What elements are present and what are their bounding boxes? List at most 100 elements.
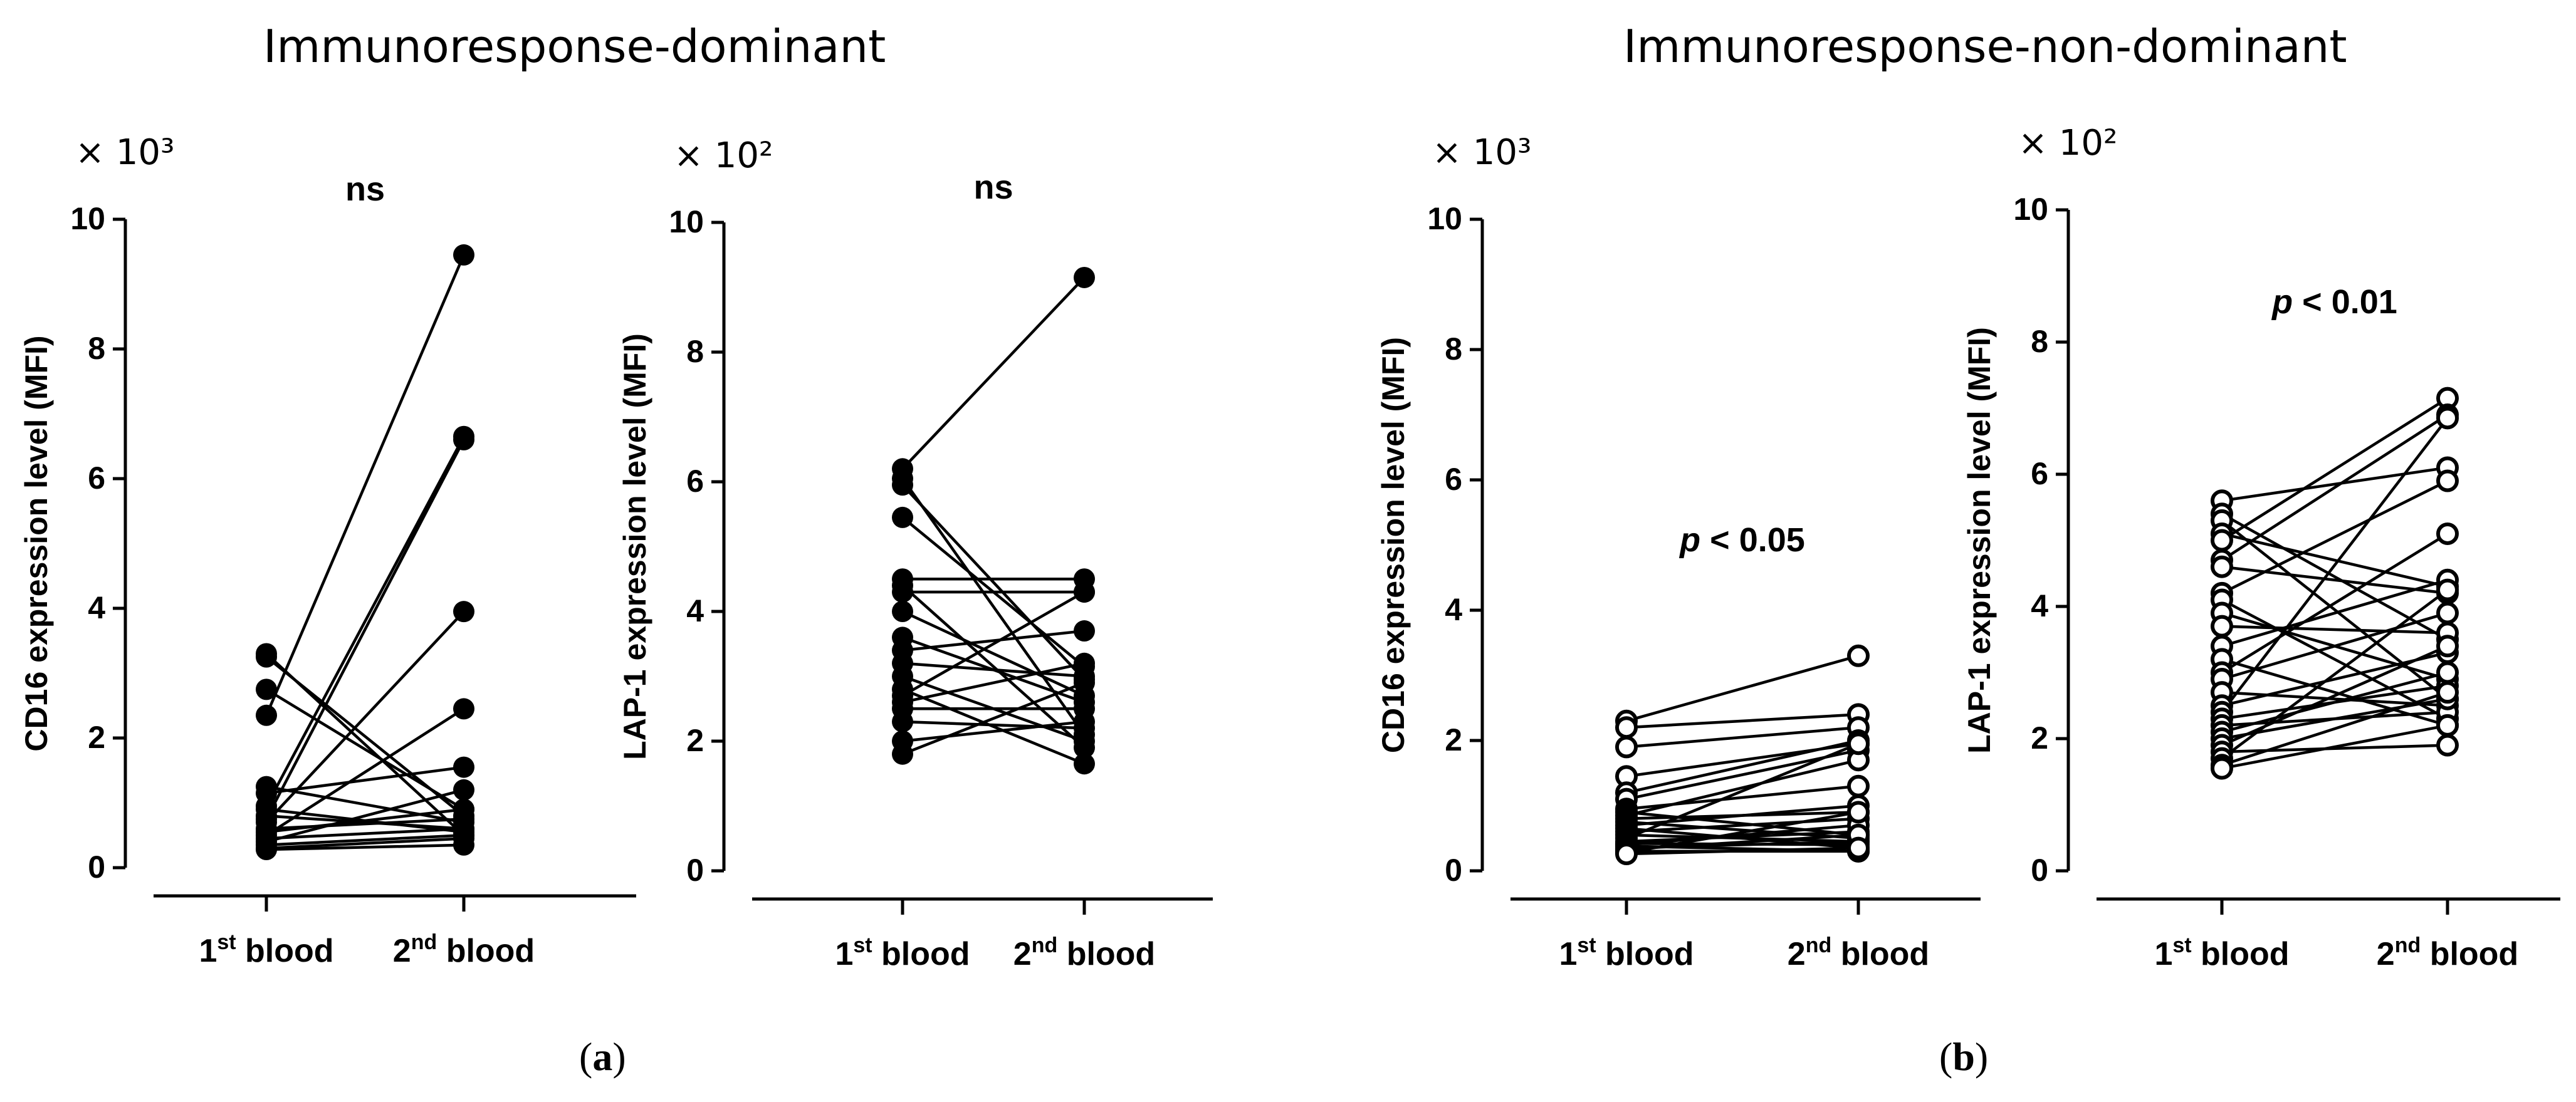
panel-label-b: (b) bbox=[1939, 1034, 1989, 1079]
panel-2-point bbox=[892, 710, 913, 732]
panel-4-point bbox=[2436, 635, 2459, 658]
panel-3-point bbox=[1615, 736, 1638, 759]
panel-3-point bbox=[1847, 732, 1870, 756]
panel-1-point bbox=[453, 698, 474, 720]
panel-2-ylabel: LAP-1 expression level (MFI) bbox=[617, 333, 652, 760]
panel-1-point bbox=[453, 244, 474, 266]
panel-1-pair-line bbox=[266, 827, 464, 840]
panel-3-point bbox=[1847, 801, 1870, 824]
panel-3-point bbox=[1615, 716, 1638, 739]
panel-2-point bbox=[1074, 710, 1095, 732]
panel-3-multiplier: × 10³ bbox=[1432, 132, 1531, 173]
panel-4-point bbox=[2436, 601, 2459, 625]
panel-4-point bbox=[2211, 757, 2233, 780]
panel-1-pair-line bbox=[265, 610, 465, 824]
panel-2-ytick-label: 2 bbox=[686, 723, 704, 758]
panel-3-category-label: 1st blood bbox=[1559, 933, 1694, 972]
panel-1-pair-line bbox=[266, 843, 464, 851]
panel-2-pair-line bbox=[901, 276, 1086, 470]
panel-1-pair-line bbox=[266, 814, 464, 831]
panel-1-significance: ns bbox=[345, 170, 385, 208]
panel-2-ytick-label: 6 bbox=[686, 464, 704, 499]
panel-3-pair-line bbox=[1626, 830, 1859, 843]
panel-3-ytick-label: 4 bbox=[1445, 592, 1462, 627]
panel-4-pair-line bbox=[2221, 532, 2448, 588]
group-title-dominant: Immunoresponse-dominant bbox=[263, 20, 886, 73]
panel-4-pair-line bbox=[2221, 744, 2448, 754]
panel-2-point bbox=[892, 474, 913, 496]
panel-2-pair-line bbox=[901, 590, 1086, 697]
panel-2-point bbox=[1074, 266, 1095, 288]
panel-4-pair-line bbox=[2221, 397, 2449, 542]
panel-2-pair-line bbox=[902, 720, 1085, 743]
panel-3-pair-line bbox=[1626, 739, 1859, 794]
panel-4-pair-line bbox=[2221, 598, 2449, 720]
panel-1-category-label: 1st blood bbox=[199, 930, 333, 969]
panel-2-pair-line bbox=[902, 629, 1085, 652]
panel-4-point bbox=[2436, 714, 2459, 737]
panel-2-ytick-label: 8 bbox=[686, 334, 704, 369]
panel-2-point bbox=[892, 506, 913, 528]
panel-3-ylabel: CD16 expression level (MFI) bbox=[1376, 337, 1411, 753]
panel-2-ytick-label: 4 bbox=[686, 593, 704, 628]
panel-2-pair-line bbox=[902, 610, 1085, 697]
panel-4-category-label: 2nd blood bbox=[2377, 933, 2518, 972]
panel-4-pair-line bbox=[2221, 565, 2448, 595]
panel-4-pair-line bbox=[2221, 417, 2449, 714]
panel-2-point bbox=[1074, 753, 1095, 775]
panel-label-a: (a) bbox=[579, 1034, 626, 1079]
panel-2-multiplier: × 10² bbox=[674, 135, 773, 176]
panel-1-ylabel: CD16 expression level (MFI) bbox=[19, 335, 54, 751]
panel-1-point bbox=[256, 646, 277, 668]
panel-1-point bbox=[256, 678, 277, 700]
panel-3-pair-line bbox=[1626, 811, 1859, 837]
panel-4-pair-line bbox=[2221, 479, 2449, 595]
panel-3-pair-line bbox=[1626, 725, 1859, 749]
panel-1-ytick-label: 10 bbox=[70, 201, 105, 236]
panel-4-pair-line bbox=[2221, 519, 2449, 700]
panel-4-pair-line bbox=[2221, 578, 2448, 648]
panel-4-pair-line bbox=[2221, 611, 2448, 681]
panel-1-point bbox=[453, 834, 474, 856]
panel-4-multiplier: × 10² bbox=[2018, 123, 2117, 164]
panel-4-ytick-label: 6 bbox=[2031, 456, 2048, 491]
panel-4-point bbox=[2436, 407, 2459, 430]
panel-4-point bbox=[2211, 615, 2233, 638]
panel-4-point bbox=[2436, 578, 2459, 601]
panel-2-point bbox=[892, 743, 913, 765]
panel-3-point bbox=[1847, 836, 1870, 860]
panel-3-pair-line bbox=[1626, 820, 1859, 840]
panel-3-pair-line bbox=[1626, 742, 1859, 840]
panel-2-pair-line bbox=[901, 584, 1086, 749]
panel-2-category-label: 1st blood bbox=[835, 933, 970, 972]
panel-4-ytick-label: 0 bbox=[2031, 853, 2048, 888]
panel-2-point bbox=[892, 601, 913, 622]
panel-2-point bbox=[1074, 672, 1095, 694]
panel-4-point bbox=[2436, 734, 2459, 757]
panel-4-ytick-label: 4 bbox=[2031, 588, 2048, 623]
panel-1-point bbox=[256, 704, 277, 726]
panel-1-pair-line bbox=[265, 435, 465, 807]
panel-2-ytick-label: 10 bbox=[669, 204, 704, 239]
panel-1-pair-line bbox=[266, 788, 464, 843]
panel-2-pair-line bbox=[902, 681, 1085, 756]
panel-letter-a: a bbox=[592, 1034, 613, 1079]
panel-1-point bbox=[453, 779, 474, 801]
panel-1-category-label: 2nd blood bbox=[393, 930, 535, 969]
panel-4-ylabel: LAP-1 expression level (MFI) bbox=[1962, 327, 1997, 754]
panel-4-ytick-label: 10 bbox=[2013, 192, 2048, 227]
panel-1-point bbox=[453, 798, 474, 820]
panel-4-pair-line bbox=[2221, 588, 2449, 760]
panel-3-pair-line bbox=[1626, 833, 1859, 843]
panel-1-point bbox=[453, 756, 474, 778]
panel-4-point bbox=[2436, 469, 2459, 492]
panel-1-pair-line bbox=[266, 785, 464, 824]
panel-4-ytick-label: 2 bbox=[2031, 720, 2048, 756]
panel-3-ytick-label: 10 bbox=[1427, 201, 1462, 236]
panel-4-pair-line bbox=[2221, 724, 2448, 770]
panel-3-significance: p < 0.05 bbox=[1678, 521, 1805, 559]
panel-1-point bbox=[256, 839, 277, 861]
panel-4-point bbox=[2436, 661, 2459, 684]
panel-1-pair-line bbox=[265, 688, 465, 811]
